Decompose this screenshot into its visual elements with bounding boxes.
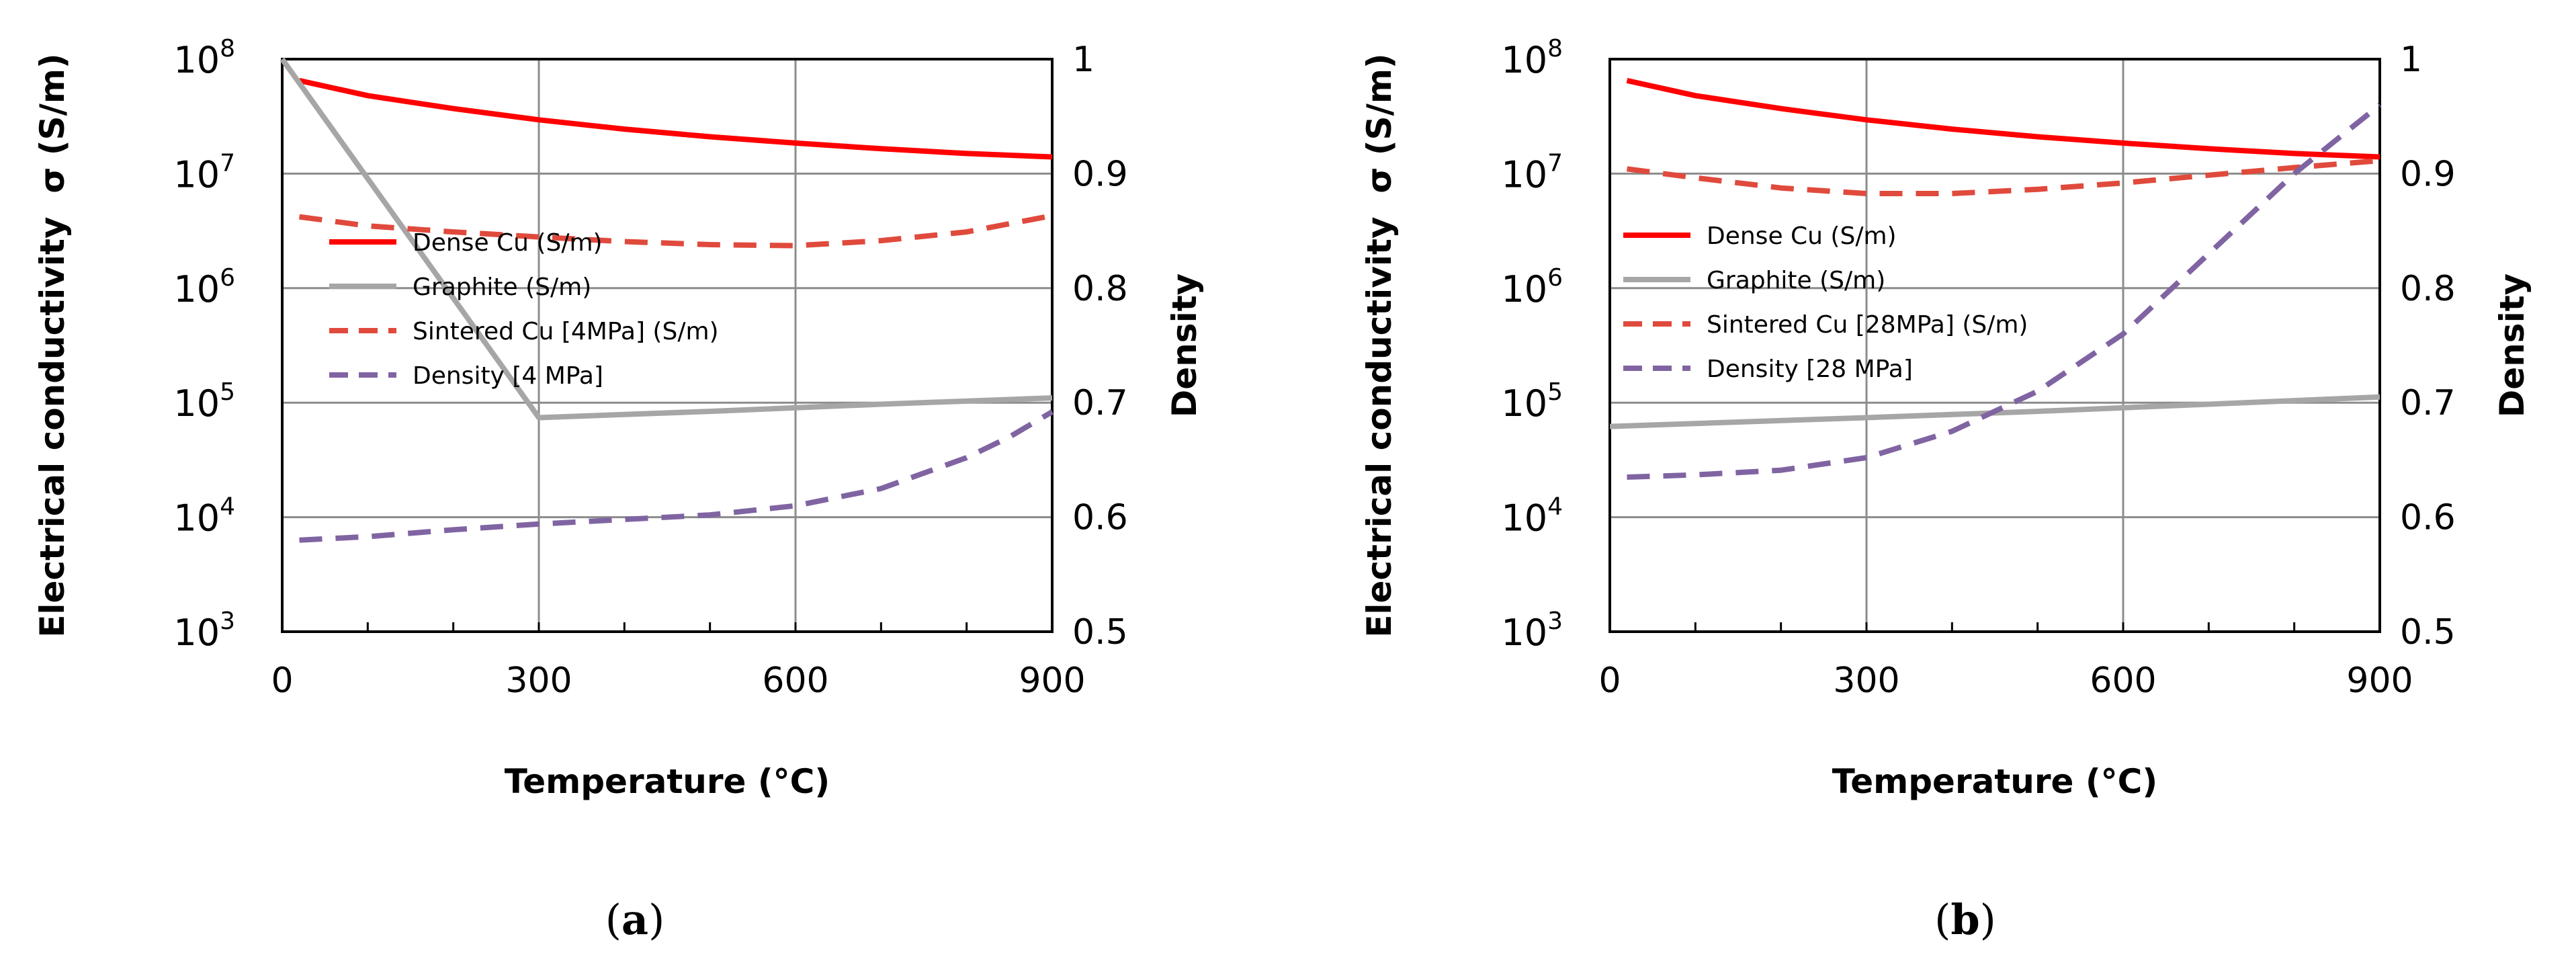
y-tick-label: 107	[1501, 149, 1563, 196]
legend-label: Sintered Cu [28MPa] (S/m)	[1707, 311, 2028, 339]
plot-area-frame	[281, 58, 1054, 633]
y2-tick-label: 0.9	[1072, 154, 1128, 194]
chart-panel-b: 0 300 600 900 103 104 105 106 107 108 0.5 0.6 0.7 0.8…	[1360, 35, 2532, 944]
x-tick-label: 600	[762, 661, 828, 701]
series-line-sintered-cu-28mpa-s-m	[1626, 158, 2380, 196]
y-axis-left: 103 104 105 106 107 108	[1501, 35, 1563, 654]
y2-axis-title: Density	[2493, 274, 2532, 417]
y-tick-label: 106	[173, 264, 235, 310]
y-tick-label: 108	[173, 35, 235, 81]
legend-label: Dense Cu (S/m)	[413, 229, 603, 257]
y2-tick-label: 0.8	[2400, 269, 2456, 309]
legend: Dense Cu (S/m) Graphite (S/m) Sintered Cu …	[1623, 222, 2028, 383]
grid	[282, 59, 1052, 632]
y2-tick-label: 0.8	[1072, 269, 1128, 309]
series-line-graphite-s-m	[280, 57, 1053, 421]
legend-label: Graphite (S/m)	[1707, 267, 1885, 294]
series-lines	[1609, 77, 2382, 480]
chart-panel-a: 0 300 600 900 103 104 105 106 107 108 0.5 0.6 0.7 0.8…	[33, 35, 1204, 944]
x-tick-label: 900	[2346, 661, 2413, 701]
x-tick-label: 300	[505, 661, 572, 701]
y-axis-right: 0.5 0.6 0.7 0.8 0.9 1	[2400, 40, 2456, 653]
legend-label: Dense Cu (S/m)	[1707, 222, 1897, 250]
y2-tick-label: 0.6	[2400, 498, 2456, 538]
x-tick-label: 0	[271, 661, 293, 701]
y2-tick-label: 1	[2400, 40, 2422, 80]
legend-label: Graphite (S/m)	[413, 274, 591, 301]
y-axis-left: 103 104 105 106 107 108	[173, 35, 235, 654]
x-axis: 0 300 600 900	[271, 622, 1086, 701]
grid	[1610, 59, 2380, 632]
x-tick-label: 0	[1598, 661, 1621, 701]
plot-area-frame	[1608, 58, 2381, 633]
series-line-density-4-mpa	[299, 409, 1054, 543]
y2-tick-label: 0.6	[1072, 498, 1128, 538]
y2-tick-label: 0.5	[2400, 612, 2456, 653]
y-tick-label: 103	[173, 607, 235, 654]
y2-tick-label: 0.9	[2400, 154, 2456, 194]
series-lines	[280, 57, 1054, 543]
y-axis-title: Electrical conductivity σ (S/m)	[33, 53, 72, 638]
y-tick-label: 104	[1501, 493, 1563, 540]
y-tick-label: 103	[1501, 607, 1563, 654]
y-tick-label: 107	[173, 149, 235, 196]
series-line-density-28-mpa	[1627, 103, 2382, 480]
x-axis-title: Temperature (°C)	[505, 762, 830, 801]
series-line-dense-cu-s-m	[298, 77, 1053, 160]
y2-tick-label: 1	[1072, 40, 1094, 80]
series-line-graphite-s-m	[1609, 394, 2380, 429]
y-tick-label: 108	[1501, 35, 1563, 81]
y2-tick-label: 0.7	[1072, 383, 1128, 423]
x-tick-label: 600	[2090, 661, 2156, 701]
x-tick-label: 900	[1019, 661, 1085, 701]
legend-label: Sintered Cu [4MPa] (S/m)	[413, 318, 719, 345]
series-line-dense-cu-s-m	[1626, 77, 2380, 160]
series-line-sintered-cu-4mpa-s-m	[298, 212, 1053, 249]
x-tick-label: 300	[1833, 661, 1899, 701]
y-tick-label: 105	[173, 378, 235, 425]
y-tick-label: 104	[173, 493, 235, 540]
y-axis-right: 0.5 0.6 0.7 0.8 0.9 1	[1072, 40, 1128, 653]
legend-label: Density [4 MPa]	[413, 362, 603, 390]
y-tick-label: 106	[1501, 264, 1563, 310]
panel-label: (a)	[605, 895, 665, 944]
y-tick-label: 105	[1501, 378, 1563, 425]
y2-tick-label: 0.7	[2400, 383, 2456, 423]
panel-label: (b)	[1934, 895, 1996, 944]
y2-axis-title: Density	[1165, 274, 1204, 417]
y-axis-title: Electrical conductivity σ (S/m)	[1360, 53, 1399, 638]
x-axis-title: Temperature (°C)	[1832, 762, 2157, 801]
y2-tick-label: 0.5	[1072, 612, 1128, 653]
x-axis: 0 300 600 900	[1598, 622, 2413, 701]
legend-label: Density [28 MPa]	[1707, 355, 1913, 383]
legend: Dense Cu (S/m) Graphite (S/m) Sintered Cu …	[329, 229, 719, 390]
